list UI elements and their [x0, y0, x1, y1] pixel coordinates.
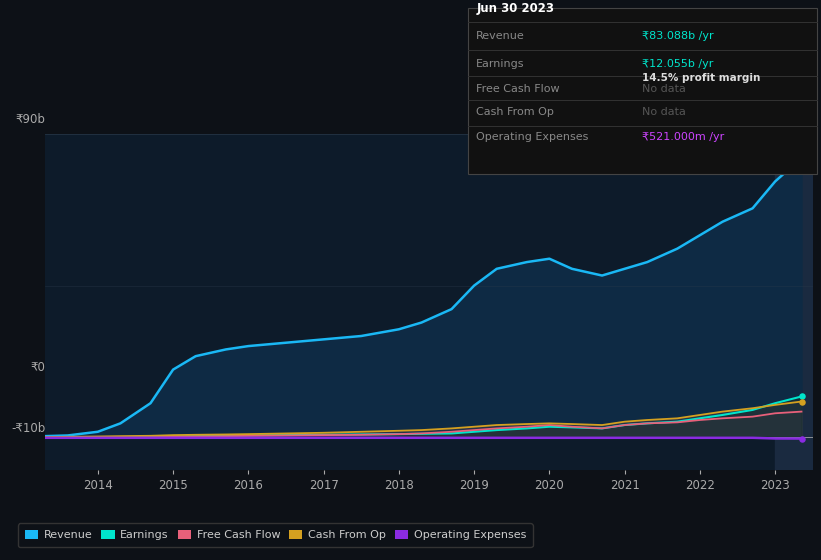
- Legend: Revenue, Earnings, Free Cash Flow, Cash From Op, Operating Expenses: Revenue, Earnings, Free Cash Flow, Cash …: [18, 524, 533, 547]
- Point: [795, 153, 808, 162]
- Text: ₹0: ₹0: [30, 361, 45, 375]
- Bar: [775, 134, 813, 470]
- Text: ₹90b: ₹90b: [16, 113, 45, 126]
- Text: Free Cash Flow: Free Cash Flow: [476, 83, 560, 94]
- Point: [795, 392, 808, 401]
- Text: Jun 30 2023: Jun 30 2023: [476, 2, 554, 15]
- Text: Operating Expenses: Operating Expenses: [476, 132, 589, 142]
- Point: [795, 397, 808, 406]
- Point: [795, 434, 808, 443]
- Text: ₹12.055b /yr: ₹12.055b /yr: [643, 59, 713, 69]
- Text: Earnings: Earnings: [476, 59, 525, 69]
- Text: No data: No data: [643, 106, 686, 116]
- Text: No data: No data: [643, 83, 686, 94]
- Text: 14.5% profit margin: 14.5% profit margin: [643, 73, 761, 83]
- Text: Revenue: Revenue: [476, 31, 525, 41]
- Text: -₹10b: -₹10b: [11, 422, 45, 435]
- Text: Cash From Op: Cash From Op: [476, 106, 554, 116]
- Text: ₹521.000m /yr: ₹521.000m /yr: [643, 132, 725, 142]
- Text: ₹83.088b /yr: ₹83.088b /yr: [643, 31, 714, 41]
